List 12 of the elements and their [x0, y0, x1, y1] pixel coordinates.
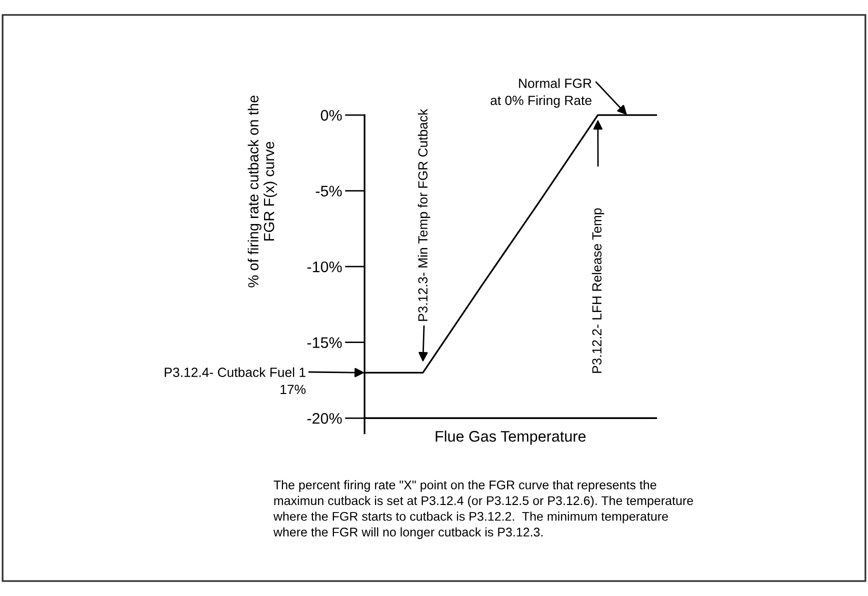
annotation: P3.12.2- LFH Release Temp [592, 208, 604, 373]
y-tick-label: -15% [307, 337, 342, 348]
annotation: P3.12.3- Min Temp for FGR Cutback [418, 108, 430, 321]
y-axis-title: % of firing rate cutback on the FGR F(x) curve [248, 96, 278, 288]
text: Normal FGR at 0% Firing Rate [490, 78, 592, 108]
text: P3.12.4- Cutback Fuel 1 17% [164, 367, 306, 394]
x-axis-title: Flue Gas Temperature [436, 430, 586, 445]
y-tick-label: 0% [320, 110, 342, 121]
text: The percent firing rate "X" point on the FGR curve that represents the maximun cutback is set at P3.12.4 (or P3.12.5 or P3.12.6). The temperature where the FGR starts to cutback is P3.12.2. The minimum temperature where the FGR will no longer cutback is P3.12.3. [273, 480, 693, 539]
y-tick-label: -5% [316, 186, 342, 196]
y-tick-label: -10% [307, 261, 342, 272]
y-tick-label: -20% [307, 413, 342, 424]
